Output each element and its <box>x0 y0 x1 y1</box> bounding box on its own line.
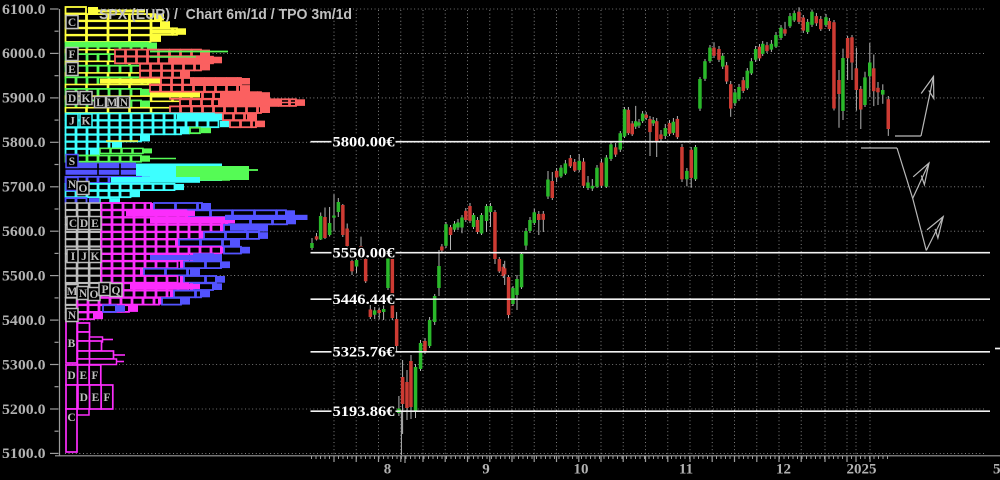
svg-text:M: M <box>107 97 118 109</box>
svg-text:F: F <box>68 49 75 61</box>
svg-text:Q: Q <box>112 285 121 297</box>
svg-text:5500.0: 5500.0 <box>2 268 45 284</box>
svg-text:I: I <box>71 251 76 263</box>
svg-text:10: 10 <box>574 462 589 478</box>
svg-text:O: O <box>90 289 99 301</box>
svg-text:2025: 2025 <box>847 462 877 478</box>
svg-text:J: J <box>69 116 75 128</box>
svg-text:8: 8 <box>384 462 392 478</box>
svg-text:5900.0: 5900.0 <box>2 91 45 107</box>
svg-text:E: E <box>68 64 76 76</box>
svg-text:J: J <box>81 251 87 263</box>
svg-text:D: D <box>67 370 75 382</box>
svg-text:12: 12 <box>776 462 791 478</box>
svg-text:11: 11 <box>679 462 693 478</box>
svg-text:C: C <box>68 17 76 29</box>
svg-text:D: D <box>68 93 76 105</box>
svg-text:5600.0: 5600.0 <box>2 224 45 240</box>
svg-text:K: K <box>91 251 100 263</box>
svg-text:N: N <box>68 310 77 322</box>
svg-text:F: F <box>103 392 110 404</box>
svg-text:K: K <box>82 116 91 128</box>
svg-text:B: B <box>68 338 76 350</box>
svg-text:P: P <box>101 284 108 296</box>
svg-text:M: M <box>67 286 78 298</box>
svg-text:E: E <box>91 218 99 230</box>
svg-text:5700.0: 5700.0 <box>2 180 45 196</box>
svg-text:S: S <box>69 156 75 168</box>
svg-text:D: D <box>80 392 88 404</box>
svg-text:C: C <box>67 412 75 424</box>
svg-text:F: F <box>91 370 98 382</box>
svg-text:5325.76€: 5325.76€ <box>333 345 396 361</box>
svg-text:5300.0: 5300.0 <box>2 357 45 373</box>
svg-text:O: O <box>79 183 88 195</box>
svg-text:K: K <box>82 93 91 105</box>
svg-text:L: L <box>96 97 104 109</box>
svg-text:SPX (EUR) / Chart 6m/1d / TPO: SPX (EUR) / Chart 6m/1d / TPO 3m/1d <box>99 6 352 23</box>
svg-text:6000.0: 6000.0 <box>2 46 45 62</box>
svg-text:E: E <box>92 392 100 404</box>
svg-text:5200.0: 5200.0 <box>2 402 45 418</box>
svg-text:5: 5 <box>993 462 1000 478</box>
svg-text:N: N <box>120 97 129 109</box>
svg-text:5800.00€: 5800.00€ <box>333 135 396 151</box>
svg-text:5446.44€: 5446.44€ <box>333 292 396 308</box>
svg-text:5800.0: 5800.0 <box>2 135 45 151</box>
svg-text:N: N <box>79 288 88 300</box>
svg-text:5193.86€: 5193.86€ <box>333 404 396 420</box>
svg-text:C: C <box>69 218 77 230</box>
svg-text:5100.0: 5100.0 <box>2 446 45 462</box>
svg-text:5400.0: 5400.0 <box>2 313 45 329</box>
svg-text:E: E <box>79 370 87 382</box>
svg-text:5550.00€: 5550.00€ <box>333 246 396 262</box>
svg-text:9: 9 <box>482 462 490 478</box>
svg-text:N: N <box>68 179 77 191</box>
svg-text:6100.0: 6100.0 <box>2 2 45 18</box>
svg-text:D: D <box>80 218 88 230</box>
